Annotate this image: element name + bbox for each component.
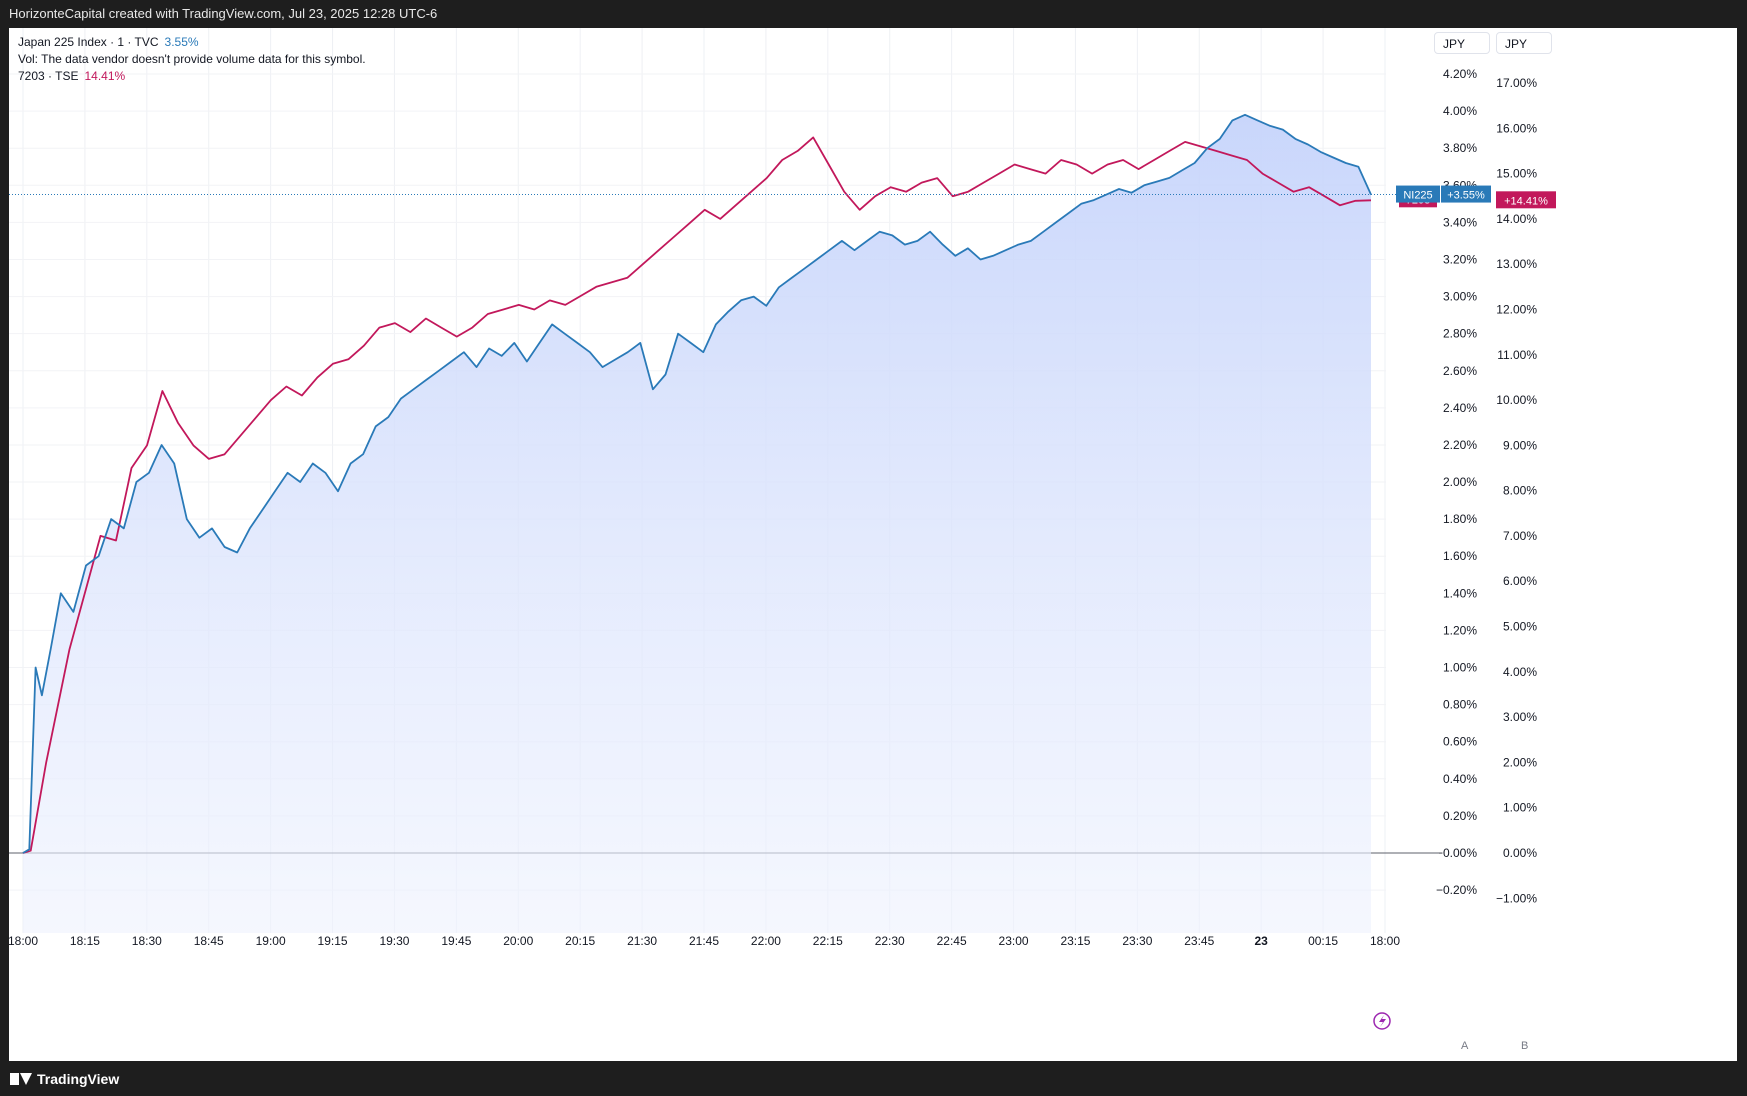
right-axis-tick-label: 12.00% [1496,302,1537,316]
x-tick-label: 19:30 [379,934,409,948]
auto-scale-button[interactable]: A [1461,1040,1469,1052]
x-tick-label: 22:45 [937,934,967,948]
toyota-value-badge [1496,191,1556,209]
right-axis-tick-label: 11.00% [1497,348,1537,362]
left-axis-tick-label: 0.20% [1443,809,1477,823]
x-tick-label: 20:00 [503,934,533,948]
left-axis-tick-label: 1.40% [1443,586,1477,600]
right-axis-tick-label: 10.00% [1496,393,1537,407]
x-tick-label: 21:30 [627,934,657,948]
left-axis-tick-label: 3.40% [1443,215,1477,229]
tradingview-logo-icon [10,1073,32,1085]
chart-header-title: HorizonteCapital created with TradingVie… [9,6,438,21]
x-tick-label: 18:15 [70,934,100,948]
left-axis-tick-label: −0.20% [1436,883,1477,897]
legend-vol-note: Vol: The data vendor doesn't provide vol… [18,52,366,66]
x-tick-label: 18:30 [132,934,162,948]
left-axis-tick-label: 2.00% [1443,475,1477,489]
x-tick-label: 21:45 [689,934,719,948]
left-axis-tick-label: 2.80% [1443,327,1477,341]
ni225-area-fill [23,114,1371,934]
x-tick-label: 19:45 [441,934,471,948]
left-axis-tick-label: 1.20% [1443,623,1477,637]
x-tick-label: 22:00 [751,934,781,948]
x-tick-label: 20:15 [565,934,595,948]
toyota-value-badge-label: +14.41% [1504,195,1548,207]
left-axis-tick-label: 2.60% [1443,364,1477,378]
right-axis-tick-label: 4.00% [1503,665,1537,679]
right-axis-tick-label: 16.00% [1496,121,1537,135]
x-tick-label: 18:45 [194,934,224,948]
tradingview-logo[interactable]: TradingView [10,1071,119,1087]
left-axis-tick-label: 3.20% [1443,252,1477,266]
left-axis-tick-label: 3.80% [1443,141,1477,155]
right-axis-tick-label: 9.00% [1503,438,1537,452]
legend-series2-name: 7203 · TSE [18,69,79,83]
legend-series1-name: Japan 225 Index · 1 · TVC [18,35,159,49]
toyota-7203-line [22,136,1372,854]
left-axis-tick-label: 3.00% [1443,290,1477,304]
lightning-icon[interactable] [1373,1012,1391,1030]
x-tick-label: 19:15 [318,934,348,948]
left-axis-tick-label: 2.40% [1443,401,1477,415]
x-tick-label: 23 [1255,934,1269,948]
left-axis-tick-label: 1.80% [1443,512,1477,526]
right-axis-tick-label: 15.00% [1496,167,1537,181]
chart-frame: 18:00 18:15 18:30 18:45 19:00 19:15 19:30 19:45… [9,28,1737,1061]
left-axis-tick-label: 0.40% [1443,772,1477,786]
legend-row-series2[interactable]: 7203 · TSE 14.41% [18,68,366,85]
x-tick-label: 23:00 [999,934,1029,948]
right-axis-tick-label: 17.00% [1496,76,1537,90]
right-axis-tick-label: 2.00% [1503,755,1537,769]
x-tick-label: 22:15 [813,934,843,948]
ni225-name-tag [1396,185,1440,203]
x-tick-label: 19:00 [256,934,286,948]
left-axis-tick-label: 4.00% [1443,104,1477,118]
left-axis-tick-label: 1.60% [1443,549,1477,563]
legend-series2-value: 14.41% [84,69,126,83]
log-scale-button[interactable]: B [1521,1040,1529,1052]
right-axis-tick-label: 0.00% [1503,846,1537,860]
x-tick-label: 18:00 [9,934,38,948]
footer: TradingView [0,1061,1747,1096]
legend-row-vol: Vol: The data vendor doesn't provide vol… [18,51,366,68]
right-axis-tick-label: 6.00% [1503,574,1537,588]
right-currency-button[interactable]: JPY [1496,32,1552,54]
left-axis-tick-label: −0.00% [1436,846,1477,860]
x-tick-label: 23:15 [1060,934,1090,948]
ni225-line [22,113,1372,854]
right-axis-tick-label: 3.00% [1503,710,1537,724]
legend-series1-value: 3.55% [164,35,199,49]
left-axis-tick-label: 4.20% [1443,67,1477,81]
right-axis-tick-label: 8.00% [1503,484,1537,498]
ni225-value-badge-label: +3.55% [1447,190,1485,202]
ni225-name-tag-label: NI225 [1403,190,1432,202]
left-currency-button[interactable]: JPY [1434,32,1490,54]
right-axis-tick-label: −1.00% [1496,891,1537,905]
right-axis-tick-label: 14.00% [1496,212,1537,226]
left-axis-tick-label: 0.80% [1443,698,1477,712]
right-axis-tick-label: 1.00% [1503,801,1537,815]
left-axis-tick-label: 2.20% [1443,438,1477,452]
price-chart[interactable]: 18:00 18:15 18:30 18:45 19:00 19:15 19:30 19:45… [9,28,1737,1061]
legend: Japan 225 Index · 1 · TVC 3.55% Vol: The … [18,34,366,85]
ni225-value-badge [1441,185,1491,203]
left-axis-tick-label: 1.00% [1443,661,1477,675]
x-tick-label: 18:00 [1370,934,1400,948]
x-tick-label: 00:15 [1308,934,1338,948]
x-tick-label: 23:30 [1122,934,1152,948]
x-tick-label: 23:45 [1184,934,1214,948]
right-axis-tick-label: 5.00% [1503,620,1537,634]
legend-row-series1[interactable]: Japan 225 Index · 1 · TVC 3.55% [18,34,366,51]
x-tick-label: 22:30 [875,934,905,948]
right-axis-tick-label: 13.00% [1496,257,1537,271]
right-axis-tick-label: 7.00% [1503,529,1537,543]
left-axis-tick-label: 0.60% [1443,735,1477,749]
tradingview-brand: TradingView [37,1071,120,1087]
